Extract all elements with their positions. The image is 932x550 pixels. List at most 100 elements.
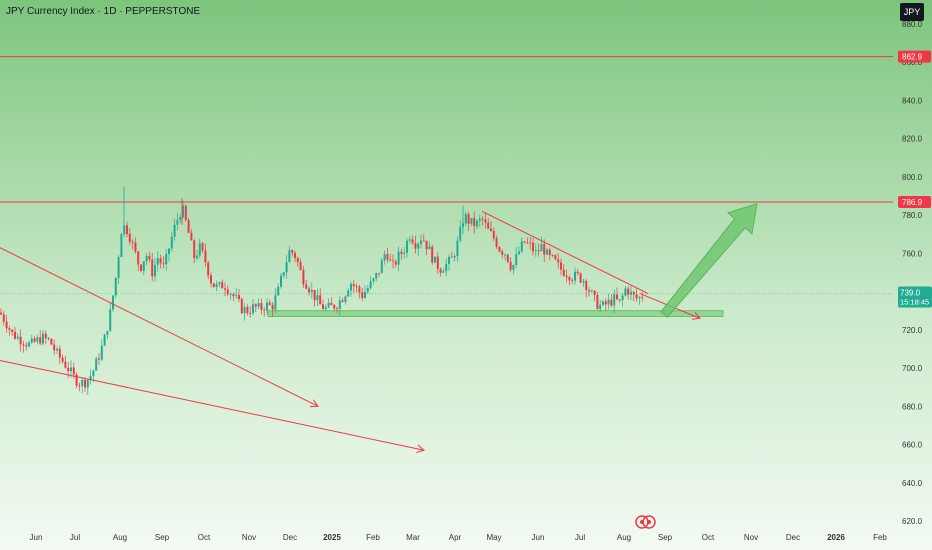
candle-body	[100, 345, 103, 360]
candle-body	[406, 240, 408, 253]
candle-body	[268, 302, 271, 305]
candle-body	[554, 255, 557, 260]
long-trendline-1	[0, 247, 319, 407]
candle-body	[33, 338, 36, 342]
candle-body	[140, 264, 142, 271]
candle-body	[11, 329, 14, 332]
candle-body	[263, 309, 266, 311]
candle-body	[176, 219, 179, 225]
candle-body	[386, 254, 389, 260]
candle-body	[95, 358, 98, 371]
time-tick-label: May	[486, 533, 501, 542]
candle-body	[576, 271, 579, 274]
candle-body	[70, 367, 72, 372]
candle-body	[238, 295, 240, 299]
candle-body	[641, 297, 644, 298]
candle-body	[383, 254, 386, 261]
candle-body	[324, 307, 327, 310]
price-tick-label: 660.0	[902, 441, 923, 450]
candle-body	[260, 303, 263, 310]
candle-body	[501, 251, 504, 255]
time-tick-label: Sep	[155, 533, 170, 542]
candle-body	[588, 290, 590, 292]
candle-body	[313, 289, 316, 301]
candle-body	[246, 307, 249, 314]
candle-body	[117, 257, 120, 278]
candle-body	[464, 214, 467, 224]
time-tick-label: 2025	[323, 533, 341, 542]
candle-body	[350, 284, 352, 291]
candle-body	[574, 271, 576, 281]
candle-body	[193, 240, 196, 259]
candle-body	[436, 256, 439, 270]
candle-body	[137, 251, 140, 265]
candle-body	[170, 236, 173, 249]
candle-body	[134, 242, 137, 252]
candle-body	[64, 361, 67, 368]
time-tick-label: Dec	[283, 533, 297, 542]
candle-body	[294, 252, 296, 259]
candle-body	[504, 254, 506, 256]
candle-body	[86, 379, 89, 388]
trendlines	[0, 210, 701, 454]
candle-body	[336, 308, 338, 310]
time-tick-label: Mar	[406, 533, 420, 542]
candle-body	[548, 249, 551, 256]
candle-body	[179, 217, 182, 220]
time-tick-label: Feb	[366, 533, 380, 542]
candle-body	[618, 299, 621, 301]
candle-body	[630, 291, 632, 295]
candle-body	[571, 280, 574, 282]
candle-body	[498, 247, 501, 252]
candle-body	[204, 250, 207, 263]
candle-body	[590, 290, 593, 292]
candle-body	[442, 271, 445, 273]
candle-body	[305, 284, 308, 289]
candle-body	[473, 218, 476, 227]
candle-body	[319, 295, 322, 305]
candle-body	[400, 251, 403, 254]
candle-body	[481, 218, 484, 220]
candle-body	[215, 284, 218, 288]
price-tick-label: 720.0	[902, 326, 923, 335]
candle-body	[25, 345, 28, 347]
candle-body	[8, 328, 11, 330]
candle-body	[109, 309, 112, 331]
candle-body	[173, 224, 176, 237]
candle-body	[459, 226, 462, 241]
candle-body	[299, 262, 302, 271]
symbol-badge[interactable]: JPY	[900, 3, 924, 21]
candle-body	[266, 302, 268, 311]
candle-body	[487, 222, 490, 229]
candle-body	[523, 241, 526, 243]
candle-body	[330, 302, 333, 306]
candle-body	[632, 291, 635, 295]
triangle-breakout-line-arrowhead	[691, 311, 701, 320]
candle-body	[257, 303, 260, 307]
price-axis: 620.0640.0660.0680.0700.0720.0740.0760.0…	[893, 0, 932, 550]
time-axis: Jun Jul Aug Sep Oct Nov Dec 2025 Feb Mar Apr May Jun…	[30, 533, 888, 542]
price-tick-label: 760.0	[902, 249, 923, 258]
candle-body	[106, 330, 109, 335]
candle-body	[520, 241, 523, 252]
candle-body	[84, 379, 86, 388]
candle-body	[288, 250, 291, 263]
candle-body	[156, 258, 159, 265]
candle-body	[22, 344, 25, 346]
long-trendline-2	[0, 359, 425, 451]
candle-body	[30, 338, 33, 343]
candle-body	[240, 298, 243, 314]
bar-countdown-label: 15:18:45	[900, 298, 929, 307]
candle-body	[537, 250, 540, 252]
candle-body	[271, 304, 274, 310]
candle-body	[280, 275, 282, 287]
time-tick-label: Sep	[658, 533, 673, 542]
candle-body	[543, 244, 546, 255]
time-tick-label: Aug	[113, 533, 127, 542]
price-badges: 862.9 786.9 739.015:18:45	[898, 50, 932, 308]
candle-body	[445, 263, 448, 272]
price-axis-bg	[893, 0, 932, 550]
candle-body	[582, 280, 585, 283]
candle-body	[316, 295, 319, 301]
